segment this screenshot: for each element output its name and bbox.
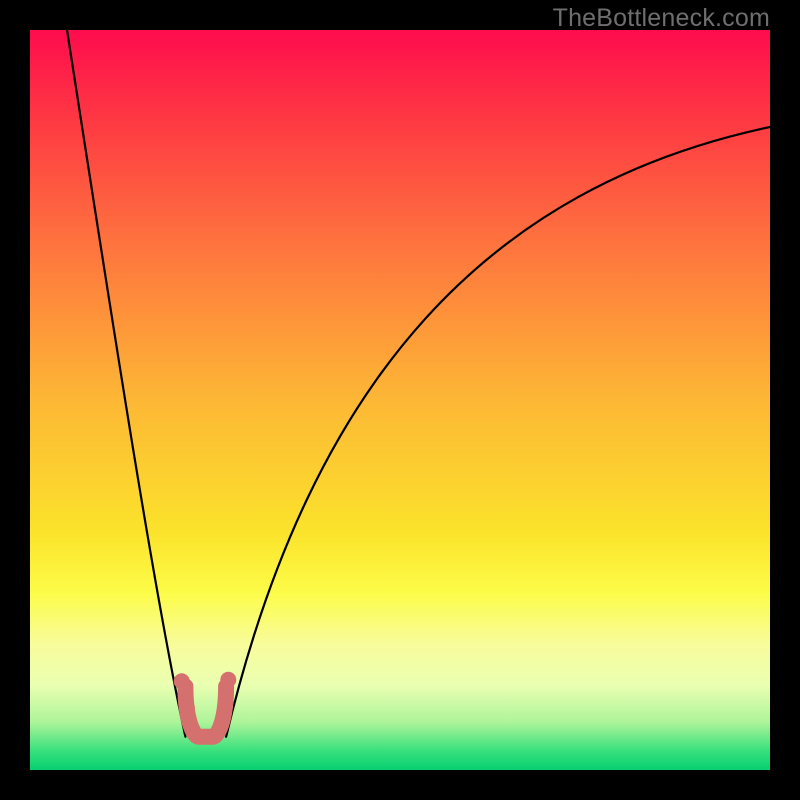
watermark-label: TheBottleneck.com [553,4,770,33]
highlight-dot [174,673,190,689]
highlight-dot [179,700,195,716]
gradient-background [30,30,770,770]
plot-area [30,30,770,770]
highlight-dot [220,672,236,688]
chart-frame: TheBottleneck.com [0,0,800,800]
chart-svg [30,30,770,770]
